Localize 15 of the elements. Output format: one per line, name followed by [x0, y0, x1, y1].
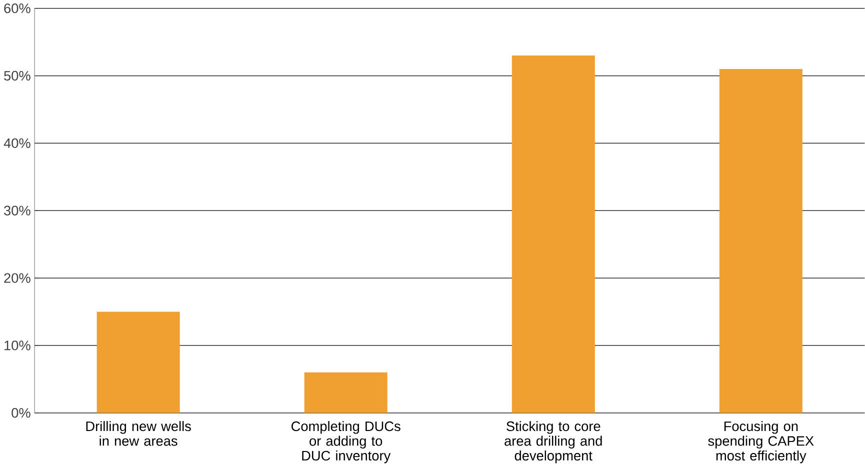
y-tick-label: 30% — [4, 206, 30, 216]
y-tick-label: 40% — [4, 138, 30, 148]
y-tick-label: 50% — [4, 71, 30, 81]
x-tick-label: Drilling new wells in new areas — [86, 421, 191, 446]
x-tick-label: Focusing on spending CAPEX most efficiently — [708, 421, 814, 464]
bar — [512, 56, 595, 414]
x-tick-label: Sticking to core area drilling and development — [504, 421, 602, 464]
bar — [96, 312, 180, 414]
bar — [304, 372, 388, 414]
y-tick-label: 10% — [4, 340, 30, 350]
y-tick-label: 0% — [12, 408, 30, 418]
y-tick-label: 20% — [4, 273, 30, 283]
x-tick-label: Completing DUCs or adding to DUC inventory — [292, 421, 400, 464]
y-tick-label: 60% — [4, 4, 30, 14]
bar — [719, 69, 802, 414]
